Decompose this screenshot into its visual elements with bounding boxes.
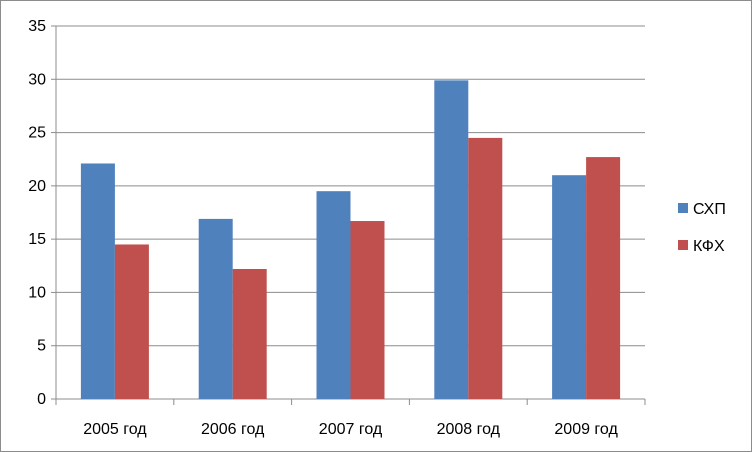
y-tick-label: 0 bbox=[37, 391, 46, 408]
legend-swatch bbox=[678, 240, 688, 250]
bar bbox=[350, 221, 385, 399]
x-tick-label: 2005 год bbox=[83, 421, 147, 438]
y-tick-label: 15 bbox=[28, 231, 46, 248]
y-tick-label: 20 bbox=[28, 178, 46, 195]
y-tick-label: 35 bbox=[28, 18, 46, 35]
bars bbox=[80, 80, 621, 399]
x-tick-label: 2009 год bbox=[554, 421, 618, 438]
bar bbox=[114, 244, 149, 399]
x-tick-label: 2007 год bbox=[319, 421, 383, 438]
y-tick-label: 30 bbox=[28, 71, 46, 88]
legend-label: СХП bbox=[693, 201, 726, 218]
y-tick-label: 5 bbox=[37, 338, 46, 355]
bar bbox=[198, 218, 233, 399]
y-tick-label: 25 bbox=[28, 125, 46, 142]
y-tick-label: 10 bbox=[28, 284, 46, 301]
legend-swatch bbox=[678, 203, 688, 213]
bar bbox=[80, 163, 115, 399]
bar bbox=[232, 268, 267, 399]
y-tick-labels: 0 5 10 15 20 25 30 35 bbox=[28, 18, 46, 408]
bar bbox=[586, 157, 621, 399]
bar bbox=[434, 80, 469, 399]
x-tick-label: 2008 год bbox=[437, 421, 501, 438]
bar bbox=[468, 137, 503, 399]
bar bbox=[316, 191, 351, 399]
legend-label: КФХ bbox=[693, 238, 725, 255]
x-tick-labels: 2005 год 2006 год 2007 год 2008 год 2009 год bbox=[83, 421, 618, 438]
legend: СХП КФХ bbox=[678, 201, 726, 255]
x-tick-label: 2006 год bbox=[201, 421, 265, 438]
bar bbox=[552, 175, 587, 399]
